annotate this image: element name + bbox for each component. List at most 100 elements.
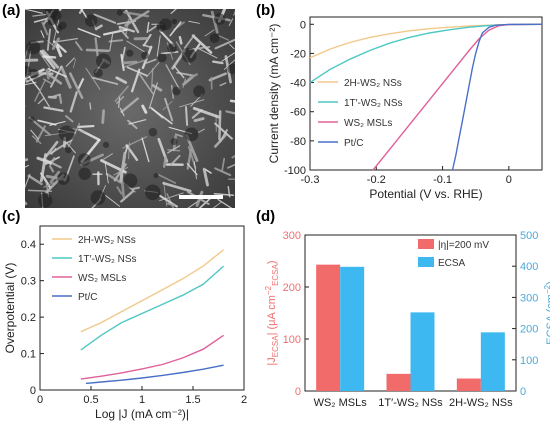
sem-pore [170, 138, 178, 146]
sem-fiber [85, 67, 101, 90]
sem-fiber [142, 44, 152, 49]
sem-pore [57, 172, 70, 185]
sem-fiber [139, 73, 154, 95]
sem-fiber [45, 140, 59, 158]
sem-fiber [146, 62, 160, 78]
sem-fiber [214, 167, 232, 177]
sem-fiber [128, 119, 147, 125]
sem-fiber [122, 60, 138, 65]
sem-fiber [25, 173, 31, 189]
sem-fiber [221, 157, 226, 172]
sem-fiber [50, 65, 63, 88]
sem-pore [102, 141, 110, 148]
sem-fiber [122, 59, 147, 68]
panel-label-d: (d) [256, 208, 276, 225]
sem-fiber [182, 78, 186, 88]
sem-fiber [39, 153, 48, 183]
sem-fiber [47, 67, 67, 78]
y-label-sup: −2 [264, 285, 273, 295]
x-tick-label: -0.1 [433, 174, 452, 186]
sem-pore [52, 10, 62, 21]
legend-label: 1T′-WS₂ NSs [344, 98, 403, 109]
bar-ecsa [480, 332, 505, 391]
sem-fiber [54, 43, 63, 58]
panel-label-b: (b) [256, 2, 276, 19]
sem-pore [157, 53, 167, 63]
sem-fiber [214, 38, 235, 50]
sem-fiber [204, 29, 215, 37]
series-line [372, 23, 543, 171]
legend-label: WS₂ MSLs [78, 273, 126, 284]
y-tick-label: 200 [283, 282, 301, 294]
y-tick-label: 0.3 [21, 276, 36, 288]
sem-pore [144, 184, 161, 201]
sem-fiber [65, 115, 74, 123]
sem-fiber [56, 38, 79, 43]
sem-fiber [101, 109, 105, 124]
sem-fiber [102, 28, 128, 36]
y-tick-label: 0.1 [21, 349, 36, 361]
sem-fiber [94, 24, 103, 31]
sem-fiber [118, 27, 129, 39]
sem-fiber [131, 186, 140, 191]
sem-fiber [65, 57, 75, 67]
sem-pore [29, 68, 39, 79]
sem-fiber [40, 30, 45, 38]
y2-label-part: ) [545, 281, 550, 285]
sem-fiber [27, 174, 43, 186]
sem-fiber [219, 82, 227, 87]
x-axis-label: Potential (V vs. RHE) [369, 187, 482, 201]
chart-d-group: WS₂ MSLs 1T′-WS₂ NSs 2H-WS₂ NSs 0 100 200 300 0… [264, 230, 550, 409]
series-line [80, 249, 225, 333]
sem-fiber [175, 133, 183, 138]
sem-fiber [114, 85, 129, 102]
category-label: WS₂ MSLs [314, 397, 368, 409]
sem-fiber [186, 162, 198, 176]
sem-fiber [41, 21, 49, 36]
y-tick-label: 0.2 [21, 312, 36, 324]
sem-fiber [225, 110, 235, 115]
bar-jecsa [386, 373, 411, 391]
sem-fiber [36, 156, 53, 165]
legend-swatch [418, 239, 434, 249]
chart-b-group: -0.3 -0.2 -0.1 0 0 -20 -40 -60 -80 -100 Potential … [267, 16, 543, 201]
sem-fiber [214, 134, 227, 148]
sem-pore [78, 167, 91, 180]
x-tick-label: 2 [241, 394, 247, 406]
sem-fiber [159, 192, 184, 202]
sem-pore [59, 21, 67, 30]
y-tick-label: -60 [290, 107, 306, 119]
sem-fiber [173, 65, 185, 79]
sem-fiber [41, 49, 60, 69]
sem-fiber [178, 36, 183, 45]
sem-pore [148, 127, 158, 137]
sem-fiber [151, 84, 163, 92]
sem-fiber [43, 17, 49, 25]
category-label: 2H-WS₂ NSs [449, 397, 513, 409]
sem-fiber [213, 193, 235, 196]
sem-fiber [179, 99, 205, 108]
legend-label: 1T′-WS₂ NSs [78, 254, 137, 265]
sem-fiber [188, 20, 200, 24]
sem-fiber [93, 13, 117, 24]
sem-fiber [233, 10, 235, 16]
sem-fiber [124, 10, 150, 27]
sem-fiber [160, 51, 179, 55]
sem-fiber [45, 69, 50, 80]
series-line [451, 23, 543, 171]
sem-pore [78, 153, 91, 166]
bar-jecsa [316, 264, 341, 391]
y-axis-label: Current density (mA cm⁻²) [267, 24, 281, 164]
sem-fiber [196, 47, 218, 59]
sem-fiber [25, 9, 43, 14]
sem-fiber [120, 190, 134, 203]
sem-fiber [184, 34, 195, 49]
plot-frame [304, 234, 517, 392]
y2-label-part: ECSA (cm [545, 294, 550, 345]
sem-fiber [109, 33, 114, 52]
sem-fiber [49, 139, 73, 155]
panel-label-a: (a) [2, 2, 21, 19]
sem-fiber [89, 102, 92, 110]
y-tick-label: 100 [283, 334, 301, 346]
sem-fiber [25, 81, 37, 86]
